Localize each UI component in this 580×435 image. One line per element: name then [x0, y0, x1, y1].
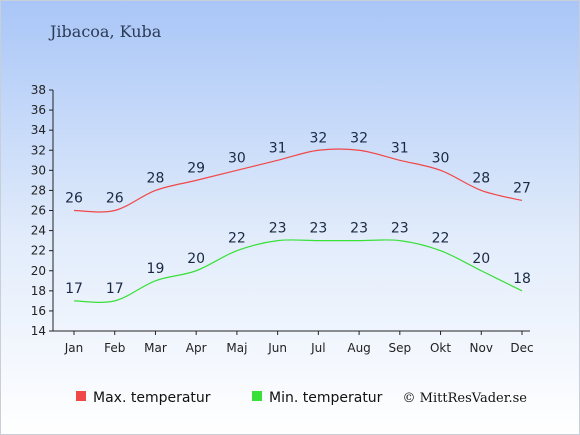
- data-labels: 26 26 28 29 30 31 32 32 31 30 28 27 17 17 19 20 22 23 23 23…: [65, 130, 531, 297]
- min-data-label: 22: [432, 231, 450, 247]
- max-data-label: 30: [228, 150, 246, 166]
- max-data-label: 32: [350, 130, 368, 146]
- max-data-label: 27: [513, 180, 531, 196]
- y-tick-label: 14: [31, 324, 46, 338]
- axes: [49, 89, 530, 335]
- min-data-label: 20: [187, 251, 205, 267]
- x-tick-label: Jan: [64, 341, 84, 355]
- tick-labels: 14 16 18 20 22 24 26 28 30 32 34 36 38 Jan Feb Mar Apr Ma…: [31, 83, 534, 355]
- y-tick-label: 36: [31, 103, 46, 117]
- max-data-label: 31: [269, 140, 287, 156]
- legend-label-min: Min. temperatur: [269, 390, 383, 406]
- y-tick-label: 32: [31, 143, 46, 157]
- y-tick-label: 30: [31, 163, 46, 177]
- series-lines: [73, 148, 523, 303]
- max-data-label: 28: [472, 170, 490, 186]
- x-tick-label: Mar: [144, 341, 167, 355]
- y-tick-label: 28: [31, 183, 46, 197]
- x-tick-label: Nov: [470, 341, 493, 355]
- min-data-label: 23: [309, 221, 327, 237]
- legend-swatch-min: [252, 391, 262, 401]
- x-tick-label: Jul: [310, 341, 325, 355]
- x-tick-label: Aug: [347, 341, 370, 355]
- y-tick-label: 22: [31, 244, 46, 258]
- x-tick-label: Dec: [510, 341, 533, 355]
- legend-swatch-max: [76, 391, 86, 401]
- min-data-label: 23: [269, 221, 287, 237]
- max-data-label: 26: [65, 191, 83, 207]
- max-data-label: 31: [391, 140, 409, 156]
- max-data-label: 28: [147, 170, 165, 186]
- min-data-label: 23: [391, 221, 409, 237]
- legend: Max. temperatur Min. temperatur: [76, 390, 383, 406]
- max-data-label: 32: [309, 130, 327, 146]
- y-tick-label: 34: [31, 123, 46, 137]
- min-data-label: 18: [513, 271, 531, 287]
- x-tick-label: Okt: [430, 341, 451, 355]
- x-tick-label: Apr: [186, 341, 207, 355]
- max-temperature-line: [73, 148, 523, 213]
- min-data-label: 23: [350, 221, 368, 237]
- legend-label-max: Max. temperatur: [93, 390, 211, 406]
- x-tick-label: Maj: [226, 341, 247, 355]
- min-data-label: 20: [472, 251, 490, 267]
- y-tick-label: 38: [31, 83, 46, 97]
- min-data-label: 17: [106, 281, 124, 297]
- x-tick-label: Feb: [104, 341, 125, 355]
- y-tick-label: 20: [31, 264, 46, 278]
- x-tick-label: Sep: [389, 341, 412, 355]
- max-data-label: 29: [187, 160, 205, 176]
- min-data-label: 19: [147, 261, 165, 277]
- y-tick-label: 24: [31, 224, 46, 238]
- y-tick-label: 16: [31, 304, 46, 318]
- min-data-label: 17: [65, 281, 83, 297]
- max-data-label: 26: [106, 191, 124, 207]
- min-temperature-line: [73, 239, 523, 303]
- y-tick-label: 26: [31, 204, 46, 218]
- max-data-label: 30: [432, 150, 450, 166]
- min-data-label: 22: [228, 231, 246, 247]
- y-tick-label: 18: [31, 284, 46, 298]
- credit-text: © MittResVader.se: [403, 391, 528, 406]
- chart-title: Jibacoa, Kuba: [48, 22, 162, 41]
- x-tick-label: Jun: [267, 341, 287, 355]
